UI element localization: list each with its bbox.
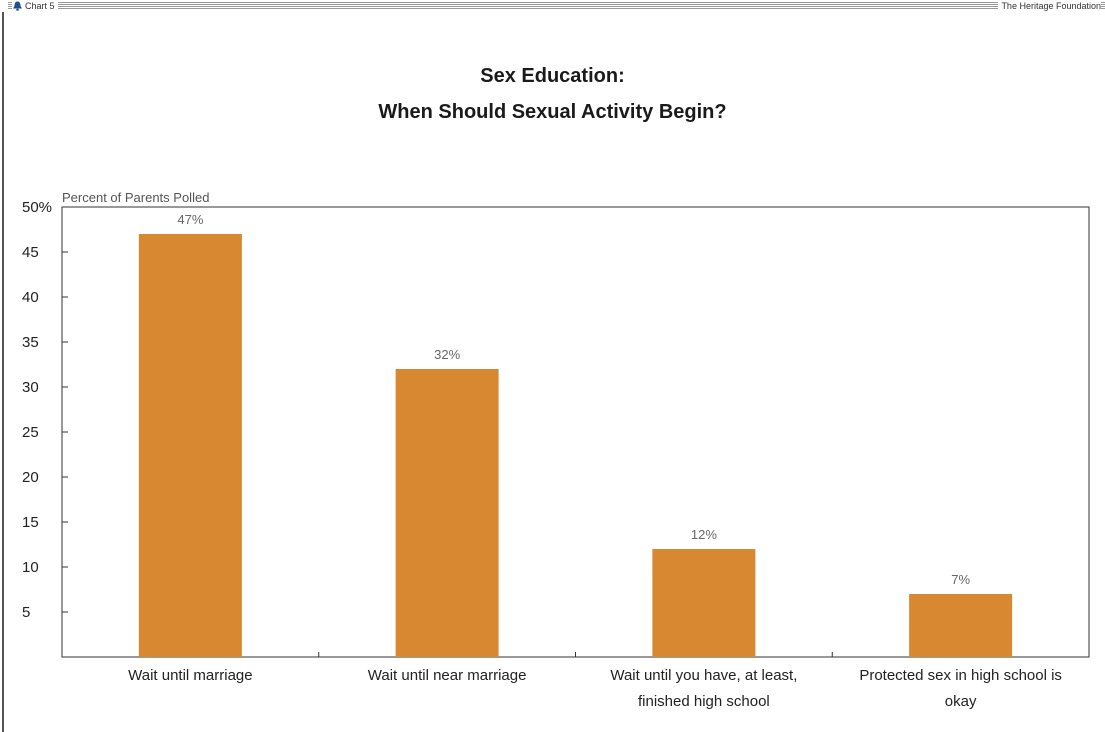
bar	[652, 549, 756, 657]
chart-number-group: Chart 5	[12, 0, 58, 12]
chart-number: Chart 5	[25, 1, 55, 11]
plot-area: 5 10 15 20 25 30 35 40 45 50% 47% Wait until marria…	[22, 199, 1090, 710]
x-tick-label: Wait until marriage	[128, 667, 252, 684]
chart-header: Chart 5 The Heritage Foundation	[8, 0, 1105, 12]
y-tick-label: 25	[22, 424, 39, 441]
y-tick-label: 5	[22, 604, 30, 621]
y-tick-label: 10	[22, 559, 39, 576]
bell-icon	[13, 1, 22, 11]
bar	[138, 234, 242, 657]
data-label: 47%	[177, 212, 203, 227]
data-label: 7%	[951, 572, 970, 587]
y-tick-label: 20	[22, 469, 39, 486]
y-axis-label: Percent of Parents Polled	[62, 190, 209, 205]
data-label: 32%	[434, 347, 460, 362]
bar	[395, 369, 499, 657]
chart-title-block: Sex Education: When Should Sexual Activi…	[0, 58, 1105, 130]
bar	[909, 594, 1013, 657]
y-tick-label: 30	[22, 379, 39, 396]
y-tick-label: 50%	[22, 199, 52, 216]
y-tick-label: 40	[22, 289, 39, 306]
y-tick-label: 15	[22, 514, 39, 531]
x-tick-label: Wait until you have, at least,	[610, 667, 797, 684]
header-stripes	[8, 2, 1105, 10]
x-tick-label: okay	[945, 693, 977, 710]
x-tick-label: finished high school	[638, 693, 770, 710]
y-tick-label: 35	[22, 334, 39, 351]
x-tick-label: Protected sex in high school is	[859, 667, 1062, 684]
chart-subtitle: When Should Sexual Activity Begin?	[378, 101, 727, 123]
data-label: 12%	[691, 527, 717, 542]
window-frame	[2, 12, 4, 732]
source-label: The Heritage Foundation	[998, 0, 1101, 12]
x-tick-label: Wait until near marriage	[368, 667, 527, 684]
chart-title: Sex Education:	[480, 65, 625, 87]
y-tick-label: 45	[22, 244, 39, 261]
